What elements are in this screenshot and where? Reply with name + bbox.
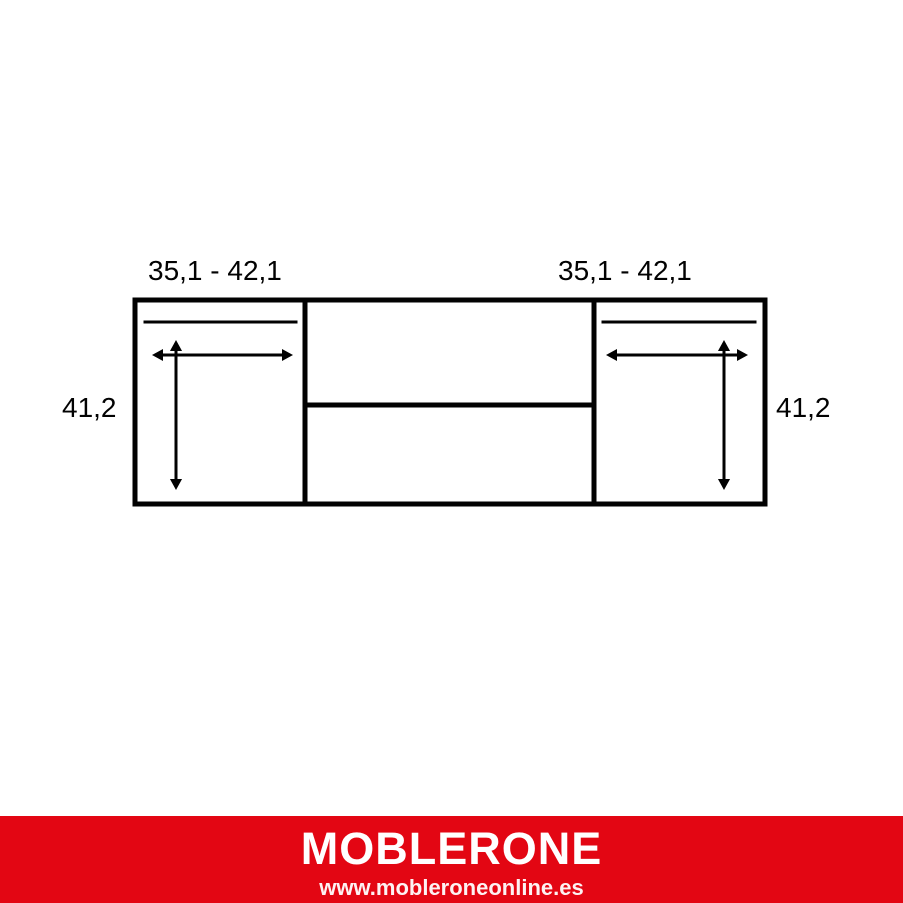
- dim-label-side-left: 41,2: [62, 392, 117, 424]
- brand-footer: MOBLERONE www.mobleroneonline.es: [0, 816, 903, 903]
- brand-name: MOBLERONE: [301, 826, 603, 871]
- dim-label-side-right: 41,2: [776, 392, 831, 424]
- dim-label-top-right: 35,1 - 42,1: [558, 255, 692, 287]
- dim-label-top-left: 35,1 - 42,1: [148, 255, 282, 287]
- brand-url: www.mobleroneonline.es: [319, 875, 583, 901]
- diagram-stage: 35,1 - 42,1 35,1 - 42,1 41,2 41,2 MOBLER…: [0, 0, 903, 903]
- cabinet-drawing: [0, 0, 903, 903]
